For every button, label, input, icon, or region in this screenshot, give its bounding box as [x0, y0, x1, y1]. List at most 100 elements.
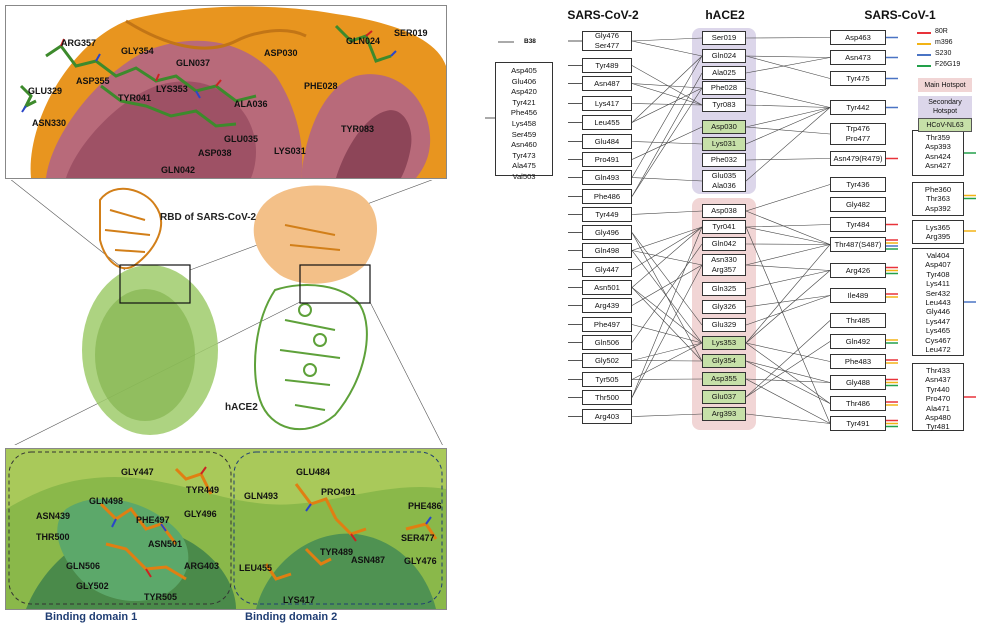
link-hace2-sars1	[745, 342, 831, 404]
residue-text: Asp407	[925, 260, 951, 270]
link-sars2-hace2	[631, 37, 703, 42]
residue-text: Asp355	[711, 374, 737, 384]
residue-text: Trp476	[846, 124, 870, 134]
link-sars2-hace2	[631, 287, 703, 344]
residue-text: Lys465	[925, 326, 951, 336]
link-hace2-sars1	[745, 264, 831, 271]
label-asp038: ASP038	[198, 148, 232, 158]
residue-text: Lys353	[711, 338, 737, 348]
link-sars2-hace2	[631, 83, 703, 89]
residue-text: Val404	[926, 251, 950, 260]
sars1-residue-box: Tyr436	[830, 177, 886, 192]
residue-text: Thr500	[594, 392, 620, 402]
sars2-residue-box: Gly447	[582, 262, 632, 277]
residue-text: Thr359	[925, 133, 951, 142]
link-hace2-sars1	[745, 210, 831, 245]
legend-label: 80R	[935, 28, 948, 35]
residue-text: Gly496	[594, 227, 620, 237]
sars2-residue-box: Gln498	[582, 243, 632, 258]
residue-text: Arg426	[845, 265, 871, 275]
sars1-residue-box: Asn473	[830, 50, 886, 65]
link-sars2-hace2	[631, 232, 703, 326]
sars1-residue-list: Lys365 Arg395	[912, 220, 964, 244]
residue-text: Phe360	[924, 185, 952, 194]
link-hace2-sars1	[745, 55, 831, 58]
sars2-residue-box: Gly476 Ser477	[582, 31, 632, 51]
label-gln498: GLN498	[89, 496, 124, 506]
link-hace2-sars1	[745, 244, 831, 344]
residue-text: Ser459	[511, 129, 537, 139]
hace2-residue-box: Tyr083	[702, 98, 746, 112]
label-gly502: GLY502	[76, 581, 109, 591]
link-hace2-sars1	[745, 104, 831, 108]
residue-text: Arg395	[925, 232, 951, 242]
residue-text: Gln506	[594, 337, 620, 347]
sars2-residue-box: Gln493	[582, 170, 632, 185]
sars1-residue-box: Tyr484	[830, 217, 886, 232]
hace2-residue-box: Gln042	[702, 237, 746, 251]
residue-text: Ala036	[712, 181, 736, 190]
hace2-residue-box: Glu329	[702, 318, 746, 332]
residue-text: Asn437	[925, 375, 951, 385]
hace2-residue-box: Gln024	[702, 49, 746, 63]
label-lys353: LYS353	[156, 84, 188, 94]
hace2-residue-box: Phe032	[702, 153, 746, 167]
residue-text: Asn330	[711, 255, 737, 265]
sars2-residue-box: Gln506	[582, 335, 632, 350]
link-sars2-hace2	[631, 342, 703, 361]
sars1-residue-box: Tyr475	[830, 71, 886, 86]
link-sars2-hace2	[631, 126, 703, 160]
sars1-residue-list: Val404 Asp407 Tyr408 Lys411 Ser432 Leu443 Gly4…	[912, 248, 964, 356]
residue-text: Phe456	[510, 108, 538, 118]
link-hace2-sars1	[745, 224, 831, 228]
residue-text: Arg439	[594, 300, 620, 310]
label-gly476: GLY476	[404, 556, 437, 566]
label-pro491: PRO491	[321, 487, 356, 497]
hace2-residue-box: Tyr041	[702, 220, 746, 234]
label-tyr489: TYR489	[320, 547, 354, 557]
hace2-residue-box: Lys031	[702, 137, 746, 151]
legend-label: m396	[935, 39, 953, 46]
link-sars2-hace2	[631, 87, 703, 197]
sars2-residue-box: Arg403	[582, 409, 632, 424]
link-sars2-hace2	[631, 243, 703, 343]
residue-text: Lys031	[711, 139, 737, 149]
link-hace2-sars1	[745, 270, 831, 290]
link-hace2-sars1	[745, 184, 831, 212]
residue-text: Glu484	[594, 136, 620, 146]
label-glu329: GLU329	[28, 86, 63, 96]
residue-text: Thr487(S487)	[834, 239, 882, 249]
label-gly496: GLY496	[184, 509, 217, 519]
sars2-residue-box: Gly496	[582, 225, 632, 240]
label-asn330: ASN330	[32, 118, 67, 128]
link-hace2-sars1	[745, 360, 831, 383]
residue-text: Arg403	[594, 411, 620, 421]
residue-text: Asp420	[511, 87, 537, 97]
label-lys417: LYS417	[283, 595, 315, 605]
overview-graphic	[10, 180, 443, 445]
label-ser019: SER019	[394, 28, 428, 38]
residue-text: Gln325	[711, 284, 737, 294]
rbd-label: RBD of SARS-CoV-2	[160, 212, 257, 223]
residue-text: Gly446	[925, 307, 951, 317]
residue-text: Ile489	[847, 290, 869, 300]
link-hace2-sars1	[745, 378, 831, 424]
residue-text: Tyr421	[512, 97, 536, 107]
label-ser477: SER477	[401, 533, 435, 543]
residue-text: Tyr041	[712, 222, 736, 232]
legend-swatch-f26g19	[917, 65, 931, 67]
sars2-residue-box: Arg439	[582, 298, 632, 313]
label-glu035: GLU035	[224, 134, 259, 144]
label-phe486: PHE486	[408, 501, 442, 511]
residue-text: Tyr408	[926, 269, 950, 279]
residue-text: Gly488	[845, 377, 871, 387]
link-sars2-hace2	[631, 40, 703, 57]
link-sars2-hace2	[631, 103, 703, 106]
link-hace2-sars1	[745, 378, 831, 383]
link-hace2-sars1	[745, 226, 831, 424]
label-asn439: ASN439	[36, 511, 71, 521]
residue-text: Tyr083	[712, 100, 736, 110]
label-arg403: ARG403	[184, 561, 220, 571]
residue-text: Gly482	[845, 199, 871, 209]
residue-text: Phe028	[710, 83, 738, 93]
